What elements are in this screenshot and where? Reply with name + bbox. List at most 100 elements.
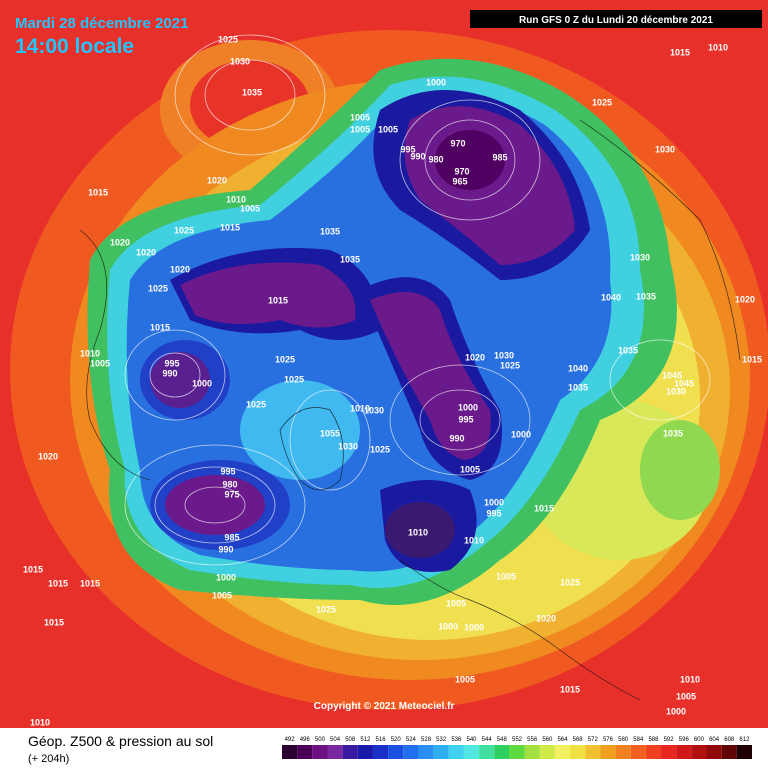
isobar-label: 1005 [350, 124, 370, 134]
isobar-label: 1055 [320, 428, 340, 438]
scale-label: 504 [330, 737, 341, 743]
isobar-label: 990 [410, 151, 425, 161]
isobar-label: 1015 [150, 322, 170, 332]
scale-swatch [342, 745, 358, 759]
scale-label: 540 [467, 737, 478, 743]
isobar-label: 1000 [438, 621, 458, 631]
isobar-label: 1020 [170, 264, 190, 274]
isobar-label: 990 [449, 433, 464, 443]
date: Mardi 28 décembre 2021 [15, 15, 188, 32]
isobar-label: 965 [452, 176, 467, 186]
isobar-label: 1025 [275, 354, 295, 364]
isobar-label: 1035 [663, 428, 683, 438]
isobar-label: 1000 [666, 706, 686, 716]
isobar-label: 1020 [110, 237, 130, 247]
isobar-label: 1035 [340, 254, 360, 264]
scale-label: 612 [739, 737, 750, 743]
scale-label: 568 [573, 737, 584, 743]
scale-swatch [388, 745, 404, 759]
isobar-label: 1045 [662, 370, 682, 380]
coastlines [79, 119, 741, 701]
isobar-label: 1030 [666, 386, 686, 396]
isobar-label: 1005 [350, 112, 370, 122]
isobar-label: 1015 [534, 503, 554, 513]
scale-label: 492 [285, 737, 296, 743]
isobar-label: 1010 [350, 403, 370, 413]
scale-label: 552 [512, 737, 523, 743]
scale-label: 536 [451, 737, 462, 743]
scale-label: 564 [557, 737, 568, 743]
isobar-label: 1030 [655, 144, 675, 154]
isobar-label: 1020 [465, 352, 485, 362]
isobar-label: 1035 [320, 226, 340, 236]
isobar-label: 1000 [464, 622, 484, 632]
isobar-label: 990 [162, 368, 177, 378]
scale-label: 572 [588, 737, 599, 743]
isobar-label: 1010 [408, 527, 428, 537]
isobar-label: 995 [486, 508, 501, 518]
scale-label: 600 [694, 737, 705, 743]
isobar-label: 1005 [455, 674, 475, 684]
scale-swatch [570, 745, 586, 759]
isobar-label: 1015 [23, 564, 43, 574]
isobar-label: 1030 [494, 350, 514, 360]
scale-label: 604 [709, 737, 720, 743]
time: 14:00 locale [15, 35, 134, 58]
copyright: Copyright © 2021 Meteociel.fr [314, 701, 455, 712]
isobar-label: 1025 [592, 97, 612, 107]
isobar-label: 1020 [735, 294, 755, 304]
scale-swatch [615, 745, 631, 759]
scale-swatch [418, 745, 434, 759]
color-scale: 492 496 500 504 508 512 516 520 524 528 532 536 540 5… [282, 737, 752, 759]
isobar-label: 1015 [44, 617, 64, 627]
scale-label: 556 [527, 737, 538, 743]
isobar-label: 1000 [484, 497, 504, 507]
scale-swatch [297, 745, 313, 759]
isobar-label: 1025 [500, 360, 520, 370]
isobar-label: 1000 [192, 378, 212, 388]
scale-swatch [736, 745, 752, 759]
isobar-label: 1025 [174, 225, 194, 235]
isobar-label: 995 [164, 358, 179, 368]
isobar-label: 1010 [226, 194, 246, 204]
scale-swatch [509, 745, 525, 759]
scale-label: 584 [633, 737, 644, 743]
isobar-label: 1030 [630, 252, 650, 262]
isobar-label: 1005 [378, 124, 398, 134]
isobar-label: 1025 [148, 283, 168, 293]
isobar-label: 1025 [316, 604, 336, 614]
scale-label: 576 [603, 737, 614, 743]
isobar-label: 1025 [560, 577, 580, 587]
scale-swatch [645, 745, 662, 759]
isobar-label: 1040 [601, 292, 621, 302]
isobar-label: 1010 [708, 42, 728, 52]
scale-label: 528 [421, 737, 432, 743]
isobar-label: 1020 [136, 247, 156, 257]
forecast-lead: (+ 204h) [28, 753, 69, 765]
geopotential-fields [10, 30, 768, 710]
scale-swatch [494, 745, 510, 759]
isobar-label: 1025 [284, 374, 304, 384]
isobar-label: 1020 [536, 613, 556, 623]
isobar-label: 1015 [742, 354, 762, 364]
scale-swatch [479, 745, 495, 759]
isobar-label: 985 [224, 532, 239, 542]
scale-swatch [433, 745, 449, 759]
scale-swatch [600, 745, 616, 759]
scale-label: 516 [376, 737, 387, 743]
isobars [124, 34, 711, 566]
scale-swatch [312, 745, 328, 759]
isobar-label: 975 [224, 489, 239, 499]
scale-label: 588 [648, 737, 659, 743]
isobar-label: 1030 [338, 441, 358, 451]
isobar-label: 1000 [216, 572, 236, 582]
scale-swatch [282, 745, 298, 759]
scale-label: 596 [679, 737, 690, 743]
scale-swatch [524, 745, 540, 759]
isobar-label: 1005 [446, 598, 466, 608]
scale-swatch [721, 745, 737, 759]
isobar-label: 1010 [680, 674, 700, 684]
